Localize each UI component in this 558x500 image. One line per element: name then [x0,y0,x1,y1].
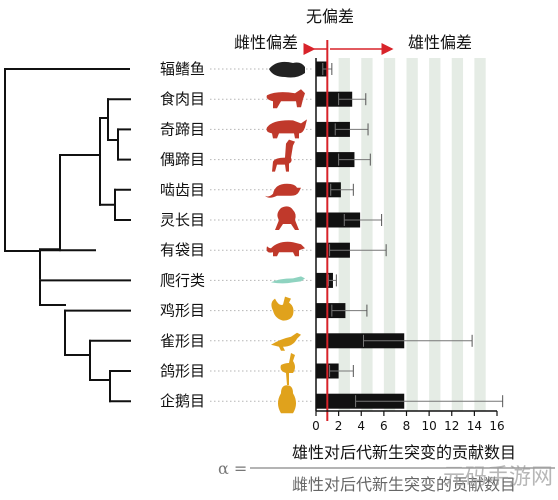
x-tick-label: 4 [357,419,365,433]
header-center: 无偏差 [306,7,354,26]
rooster-icon [271,296,294,321]
category-label: 鸽形目 [160,362,205,380]
flamingo-icon-shape [280,353,295,385]
sparrow-icon [271,332,301,351]
grid-band [361,58,373,411]
grid-band [429,58,441,411]
rhino-icon [266,119,307,139]
error-bars [322,63,504,408]
category-label: 奇蹄目 [160,120,205,138]
category-label: 灵长目 [160,211,205,229]
penguin-icon-shape [278,385,296,414]
x-ticks: 0 2 4 6 8 10 12 14 16 [312,411,505,433]
x-tick-label: 10 [421,419,436,433]
giraffe-icon [272,139,295,172]
rat-icon-shape [265,183,301,198]
grid-band [474,58,486,411]
x-tick-label: 6 [380,419,388,433]
bar [316,61,328,77]
bar [316,152,355,168]
rooster-icon-shape [271,296,294,321]
category-label: 雀形目 [160,332,205,350]
category-label: 啮齿目 [160,181,205,199]
header-right: 雄性偏差 [408,33,472,52]
rhino-icon-shape [266,119,307,139]
watermark: 元码手游网 [443,465,553,490]
phylogenetic-tree [4,68,131,403]
bar [316,333,405,349]
bar [316,91,353,107]
animal-silhouettes [265,61,307,414]
grid-band [451,58,464,411]
header-left: 雌性偏差 [234,33,298,52]
monkey-icon-shape [275,206,299,230]
tiger-icon-shape [266,89,305,109]
x-tick-label: 0 [312,419,320,433]
bar [316,121,350,137]
category-label: 偶蹄目 [160,151,205,169]
category-label: 鸡形目 [160,302,205,320]
category-label: 爬行类 [160,271,205,289]
lizard-icon-shape [271,276,305,284]
bar [316,303,346,319]
penguin-icon [278,385,296,414]
fish-icon [269,61,305,78]
x-tick-label: 14 [467,419,482,433]
x-tick-label: 16 [489,419,504,433]
grid-band [406,58,418,411]
bar [316,182,341,198]
xlabel-prefix: α = [218,459,247,478]
category-label: 企鹅目 [160,392,205,410]
bars [316,61,405,409]
opossum-icon-shape [266,241,305,257]
giraffe-icon-shape [272,139,295,172]
x-tick-label: 8 [403,419,411,433]
tiger-icon [266,89,305,109]
opossum-icon [266,241,305,257]
grid-band [338,58,350,411]
xlabel-denominator: 雌性对后代新生突变的贡献数目 [292,475,516,494]
grid-bands [338,58,486,411]
xlabel-numerator: 雄性对后代新生突变的贡献数目 [292,443,516,462]
sparrow-icon-shape [271,332,301,351]
category-label: 辐鳍鱼 [160,60,205,78]
flamingo-icon [280,353,295,385]
lizard-icon [271,276,305,284]
x-tick-label: 2 [335,419,343,433]
label-leaders [210,68,314,402]
category-label: 有袋目 [160,241,205,259]
category-label: 食肉目 [160,90,205,108]
rat-icon [265,183,301,198]
x-tick-label: 12 [444,419,459,433]
monkey-icon [275,206,299,230]
fish-icon-shape [269,61,305,78]
grid-band [383,58,396,411]
